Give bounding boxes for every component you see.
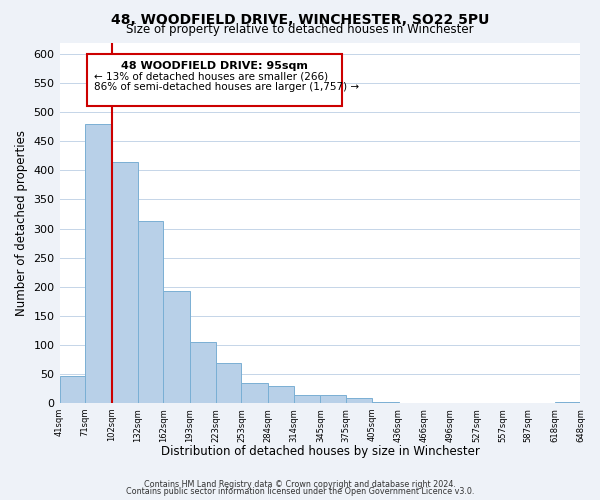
Bar (85, 124, 112, 403)
Bar (372, 402, 398, 403)
Text: 86% of semi-detached houses are larger (1,757) →: 86% of semi-detached houses are larger (… (94, 82, 359, 92)
Bar (320, 395, 346, 403)
Bar (190, 342, 216, 403)
FancyBboxPatch shape (87, 54, 342, 106)
Bar (112, 162, 137, 403)
X-axis label: Distribution of detached houses by size in Winchester: Distribution of detached houses by size … (161, 444, 479, 458)
Text: ← 13% of detached houses are smaller (266): ← 13% of detached houses are smaller (26… (94, 72, 328, 82)
Bar (294, 395, 320, 403)
Bar (346, 398, 372, 403)
Bar (216, 363, 241, 403)
Bar (163, 291, 190, 403)
Text: 48 WOODFIELD DRIVE: 95sqm: 48 WOODFIELD DRIVE: 95sqm (121, 61, 308, 71)
Bar (137, 221, 163, 403)
Y-axis label: Number of detached properties: Number of detached properties (15, 130, 28, 316)
Text: Contains public sector information licensed under the Open Government Licence v3: Contains public sector information licen… (126, 487, 474, 496)
Bar (59, 376, 85, 403)
Text: 48, WOODFIELD DRIVE, WINCHESTER, SO22 5PU: 48, WOODFIELD DRIVE, WINCHESTER, SO22 5P… (111, 12, 489, 26)
Bar (555, 402, 581, 403)
Text: Contains HM Land Registry data © Crown copyright and database right 2024.: Contains HM Land Registry data © Crown c… (144, 480, 456, 489)
Bar (241, 382, 268, 403)
Bar (268, 386, 294, 403)
Text: Size of property relative to detached houses in Winchester: Size of property relative to detached ho… (126, 22, 474, 36)
